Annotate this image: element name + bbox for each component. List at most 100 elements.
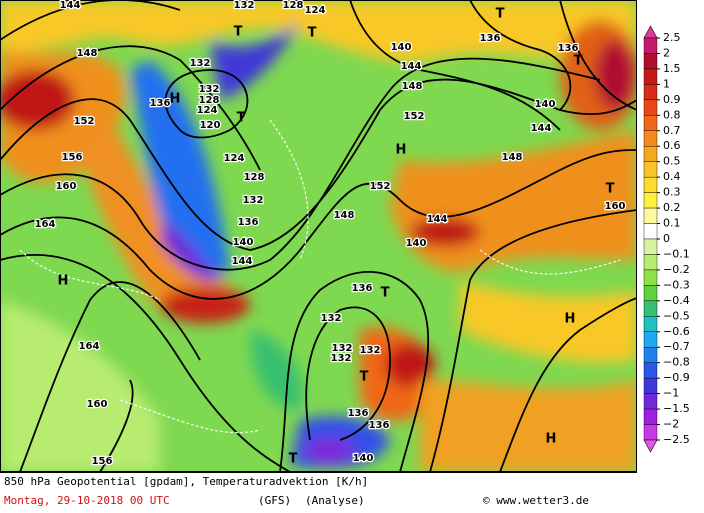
colorbar-segment bbox=[643, 238, 658, 255]
contour-label: 132 bbox=[243, 195, 264, 206]
contour-label: 140 bbox=[233, 237, 254, 248]
contour-label: 128 bbox=[283, 0, 304, 11]
colorbar-segment bbox=[643, 176, 658, 193]
colorbar-segment bbox=[643, 269, 658, 286]
contour-label: 140 bbox=[353, 453, 374, 464]
footer-run: (Analyse) bbox=[305, 494, 365, 507]
footer-date: Montag, 29-10-2018 00 UTC bbox=[4, 494, 170, 507]
contour-label: 152 bbox=[74, 116, 95, 127]
zero-lines bbox=[19, 119, 621, 434]
colorbar-label: 2.5 bbox=[663, 31, 681, 44]
pressure-center: T bbox=[574, 54, 583, 69]
colorbar-label: 0.6 bbox=[663, 139, 681, 152]
pressure-center: H bbox=[58, 274, 69, 289]
colorbar-label: −0.6 bbox=[663, 325, 690, 338]
contour-label: 160 bbox=[56, 181, 77, 192]
contour-label: 152 bbox=[404, 111, 425, 122]
map-field bbox=[0, 0, 637, 472]
colorbar-label: 1.5 bbox=[663, 62, 681, 75]
colorbar-label: 0.7 bbox=[663, 124, 681, 137]
colorbar-segment bbox=[643, 192, 658, 209]
pressure-center: T bbox=[381, 286, 390, 301]
colorbar-segment bbox=[643, 300, 658, 317]
contour-label: 152 bbox=[370, 181, 391, 192]
colorbar-label: −0.4 bbox=[663, 294, 690, 307]
contour-label: 156 bbox=[92, 456, 113, 467]
colorbar-label: −2.5 bbox=[663, 433, 690, 446]
contour-label: 160 bbox=[87, 399, 108, 410]
contour-label: 124 bbox=[197, 105, 218, 116]
colorbar-label: −1 bbox=[663, 387, 679, 400]
contour-label: 136 bbox=[348, 408, 369, 419]
contour-label: 144 bbox=[401, 61, 422, 72]
contour-label: 136 bbox=[238, 217, 259, 228]
colorbar-segment bbox=[643, 254, 658, 271]
pressure-center: H bbox=[546, 432, 557, 447]
pressure-center: T bbox=[496, 7, 505, 22]
colorbar-triangle bbox=[643, 439, 658, 453]
colorbar-label: 0.3 bbox=[663, 186, 681, 199]
contour-label: 148 bbox=[334, 210, 355, 221]
colorbar-segment bbox=[643, 424, 658, 441]
colorbar-label: −0.7 bbox=[663, 340, 690, 353]
colorbar-label: −0.2 bbox=[663, 263, 690, 276]
contour-label: 132 bbox=[199, 84, 220, 95]
footer-model: (GFS) bbox=[258, 494, 291, 507]
colorbar-label: 0.4 bbox=[663, 170, 681, 183]
pressure-center: H bbox=[565, 312, 576, 327]
colorbar-segment bbox=[643, 161, 658, 178]
pressure-center: H bbox=[170, 92, 181, 107]
contour-label: 132 bbox=[332, 343, 353, 354]
contour-label: 132 bbox=[234, 0, 255, 11]
footer-credit: © www.wetter3.de bbox=[483, 494, 589, 507]
contour-label: 136 bbox=[150, 98, 171, 109]
colorbar-label: −2 bbox=[663, 418, 679, 431]
contour-label: 132 bbox=[331, 353, 352, 364]
colorbar-label: −0.9 bbox=[663, 371, 690, 384]
contour-label: 132 bbox=[360, 345, 381, 356]
contour-label: 144 bbox=[427, 214, 448, 225]
contour-label: 140 bbox=[406, 238, 427, 249]
colorbar-segment bbox=[643, 347, 658, 363]
colorbar-label: 1 bbox=[663, 77, 670, 90]
contour-label: 144 bbox=[232, 256, 253, 267]
footer-title: 850 hPa Geopotential [gpdam], Temperatur… bbox=[4, 475, 368, 488]
pressure-center: T bbox=[237, 111, 246, 126]
colorbar: 2.5 2 1.5 1 0.9 0.8 0.7 0.6 0.5 0.4 0.3 0.2 0.1 0 −0.1… bbox=[643, 25, 690, 453]
colorbar-segment bbox=[643, 37, 658, 54]
contour-label: 128 bbox=[199, 95, 220, 106]
colorbar-label: 2 bbox=[663, 46, 670, 59]
colorbar-label: −0.1 bbox=[663, 247, 690, 260]
contour-label: 164 bbox=[79, 341, 100, 352]
colorbar-label: −0.8 bbox=[663, 356, 690, 369]
colorbar-label: 0.5 bbox=[663, 155, 681, 168]
contour-label: 156 bbox=[62, 152, 83, 163]
pressure-center: T bbox=[234, 25, 243, 40]
contour-label: 136 bbox=[352, 283, 373, 294]
colorbar-label: −1.5 bbox=[663, 402, 690, 415]
colorbar-label: 0.9 bbox=[663, 93, 681, 106]
colorbar-segment bbox=[643, 223, 658, 240]
pressure-center: T bbox=[289, 452, 298, 467]
contour-label: 144 bbox=[60, 0, 81, 11]
contour-label: 164 bbox=[35, 219, 56, 230]
contour-label: 148 bbox=[77, 48, 98, 59]
colorbar-segment bbox=[643, 99, 658, 116]
contour-label: 120 bbox=[200, 120, 221, 131]
colorbar-label: 0.2 bbox=[663, 201, 681, 214]
pressure-center: T bbox=[606, 182, 615, 197]
contour-label: 136 bbox=[558, 43, 579, 54]
colorbar-segment bbox=[643, 285, 658, 302]
colorbar-segment bbox=[643, 68, 658, 85]
colorbar-triangle bbox=[643, 25, 658, 39]
colorbar-segment bbox=[643, 331, 658, 348]
contour-label: 132 bbox=[321, 313, 342, 324]
colorbar-label: −0.3 bbox=[663, 278, 690, 291]
colorbar-segment bbox=[643, 115, 658, 131]
colorbar-segment bbox=[643, 53, 658, 70]
contour-label: 160 bbox=[605, 201, 626, 212]
pressure-center: T bbox=[360, 370, 369, 385]
